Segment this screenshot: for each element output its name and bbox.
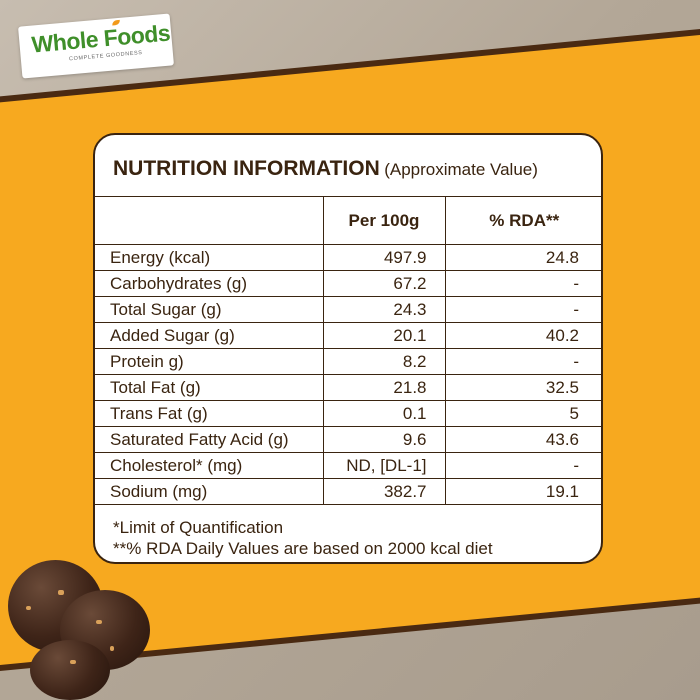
footnotes: *Limit of Quantification **% RDA Daily V… — [113, 517, 493, 559]
rda-value: - — [444, 452, 603, 479]
table-row: Energy (kcal) 497.9 24.8 — [93, 244, 603, 271]
cookie-chip — [96, 620, 102, 624]
nutrition-title: NUTRITION INFORMATION — [113, 157, 380, 180]
rda-value: 43.6 — [444, 426, 603, 453]
nutrient-name: Carbohydrates (g) — [93, 270, 324, 297]
footnote-loq: *Limit of Quantification — [113, 518, 284, 537]
table-row: Trans Fat (g) 0.1 5 — [93, 400, 603, 427]
table-row: Protein g) 8.2 - — [93, 348, 603, 375]
cookie-chip — [58, 590, 64, 595]
nutrition-card: NUTRITION INFORMATION (Approximate Value… — [93, 133, 603, 564]
per-100g-value: 8.2 — [322, 348, 446, 375]
rda-value: 5 — [444, 400, 603, 427]
nutrient-name: Total Fat (g) — [93, 374, 324, 401]
table-row: Saturated Fatty Acid (g) 9.6 43.6 — [93, 426, 603, 453]
nutrient-name: Total Sugar (g) — [93, 296, 324, 323]
per-100g-value: 9.6 — [322, 426, 446, 453]
cookie-chip — [70, 660, 76, 664]
per-100g-value: 24.3 — [322, 296, 446, 323]
table-row: Cholesterol* (mg) ND, [DL-1] - — [93, 452, 603, 479]
cookie-chip — [110, 646, 114, 651]
table-row: Total Fat (g) 21.8 32.5 — [93, 374, 603, 401]
rda-value: 32.5 — [444, 374, 603, 401]
header-blank — [93, 196, 324, 245]
table-header-row: Per 100g % RDA** — [93, 196, 603, 245]
nutrient-name: Sodium (mg) — [93, 478, 324, 505]
nutrient-name: Saturated Fatty Acid (g) — [93, 426, 324, 453]
per-100g-value: ND, [DL-1] — [322, 452, 446, 479]
nutrient-name: Energy (kcal) — [93, 244, 324, 271]
nutrition-heading: NUTRITION INFORMATION (Approximate Value… — [113, 157, 538, 181]
header-per-100g: Per 100g — [322, 196, 446, 245]
per-100g-value: 20.1 — [322, 322, 446, 349]
per-100g-value: 497.9 — [322, 244, 446, 271]
footnote-rda: **% RDA Daily Values are based on 2000 k… — [113, 539, 493, 558]
cookie — [30, 640, 110, 700]
per-100g-value: 21.8 — [322, 374, 446, 401]
nutrient-name: Added Sugar (g) — [93, 322, 324, 349]
nutrient-name: Protein g) — [93, 348, 324, 375]
per-100g-value: 67.2 — [322, 270, 446, 297]
rda-value: 24.8 — [444, 244, 603, 271]
table-row: Total Sugar (g) 24.3 - — [93, 296, 603, 323]
rda-value: - — [444, 270, 603, 297]
table-row: Carbohydrates (g) 67.2 - — [93, 270, 603, 297]
per-100g-value: 0.1 — [322, 400, 446, 427]
rda-value: 19.1 — [444, 478, 603, 505]
rda-value: - — [444, 296, 603, 323]
rda-value: - — [444, 348, 603, 375]
nutrition-subtitle: (Approximate Value) — [384, 160, 538, 179]
table-row: Added Sugar (g) 20.1 40.2 — [93, 322, 603, 349]
nutrient-name: Cholesterol* (mg) — [93, 452, 324, 479]
per-100g-value: 382.7 — [322, 478, 446, 505]
header-rda: % RDA** — [444, 196, 603, 245]
nutrient-name: Trans Fat (g) — [93, 400, 324, 427]
cookie-chip — [26, 606, 31, 610]
table-row: Sodium (mg) 382.7 19.1 — [93, 478, 603, 505]
nutrition-table: Per 100g % RDA** Energy (kcal) 497.9 24.… — [93, 196, 603, 505]
rda-value: 40.2 — [444, 322, 603, 349]
